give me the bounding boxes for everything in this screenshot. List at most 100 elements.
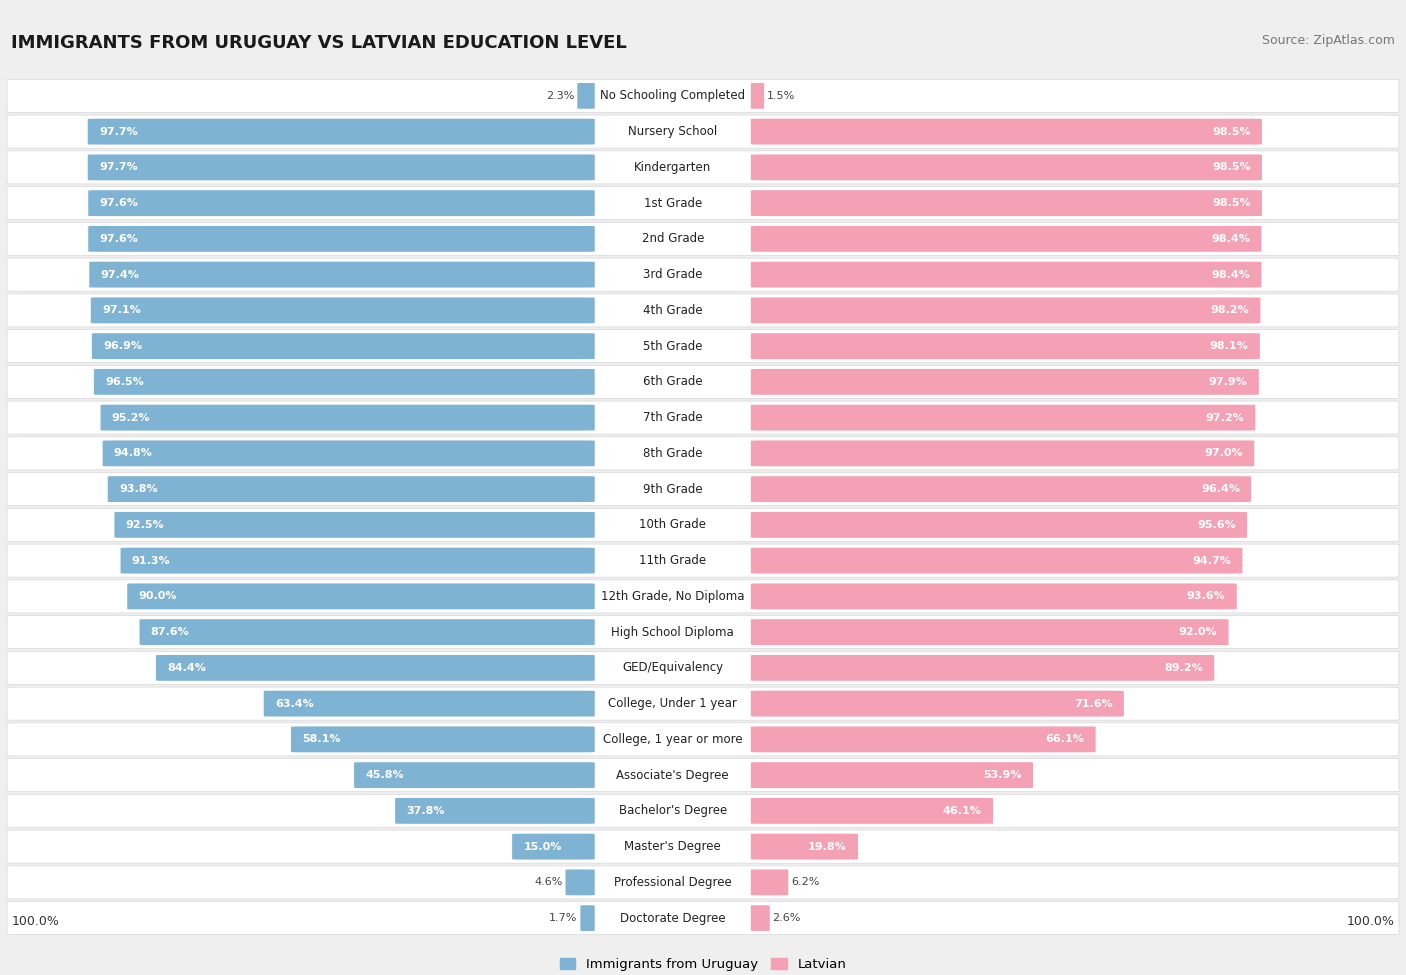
FancyBboxPatch shape [751, 655, 1215, 681]
Text: 91.3%: 91.3% [132, 556, 170, 566]
FancyBboxPatch shape [87, 154, 595, 180]
Text: 89.2%: 89.2% [1164, 663, 1204, 673]
FancyBboxPatch shape [581, 905, 595, 931]
Text: College, 1 year or more: College, 1 year or more [603, 733, 742, 746]
Text: 95.2%: 95.2% [112, 412, 150, 422]
Text: 95.6%: 95.6% [1197, 520, 1236, 529]
Text: 84.4%: 84.4% [167, 663, 207, 673]
FancyBboxPatch shape [751, 261, 1261, 288]
Text: 37.8%: 37.8% [406, 806, 444, 816]
Legend: Immigrants from Uruguay, Latvian: Immigrants from Uruguay, Latvian [554, 953, 852, 975]
FancyBboxPatch shape [751, 119, 1263, 144]
FancyBboxPatch shape [751, 405, 1256, 431]
Text: 98.1%: 98.1% [1211, 341, 1249, 351]
FancyBboxPatch shape [7, 473, 1399, 506]
FancyBboxPatch shape [127, 583, 595, 609]
FancyBboxPatch shape [7, 258, 1399, 292]
Text: 96.4%: 96.4% [1201, 485, 1240, 494]
Text: 2.6%: 2.6% [772, 914, 801, 923]
FancyBboxPatch shape [103, 441, 595, 466]
FancyBboxPatch shape [7, 830, 1399, 863]
Text: 46.1%: 46.1% [943, 806, 981, 816]
Text: 12th Grade, No Diploma: 12th Grade, No Diploma [600, 590, 745, 603]
Text: 7th Grade: 7th Grade [643, 411, 703, 424]
FancyBboxPatch shape [7, 330, 1399, 363]
FancyBboxPatch shape [751, 619, 1229, 645]
Text: 97.4%: 97.4% [100, 270, 139, 280]
Text: 6th Grade: 6th Grade [643, 375, 703, 388]
FancyBboxPatch shape [108, 476, 595, 502]
FancyBboxPatch shape [751, 798, 993, 824]
FancyBboxPatch shape [139, 619, 595, 645]
Text: 97.2%: 97.2% [1205, 412, 1244, 422]
FancyBboxPatch shape [751, 83, 763, 109]
Text: 94.7%: 94.7% [1192, 556, 1232, 566]
FancyBboxPatch shape [264, 690, 595, 717]
FancyBboxPatch shape [89, 226, 595, 252]
Text: Doctorate Degree: Doctorate Degree [620, 912, 725, 924]
FancyBboxPatch shape [7, 615, 1399, 648]
FancyBboxPatch shape [565, 870, 595, 895]
Text: 98.5%: 98.5% [1212, 198, 1251, 208]
FancyBboxPatch shape [751, 583, 1237, 609]
FancyBboxPatch shape [101, 405, 595, 431]
Text: 3rd Grade: 3rd Grade [643, 268, 703, 281]
Text: 97.6%: 97.6% [100, 198, 138, 208]
FancyBboxPatch shape [91, 333, 595, 359]
Text: 15.0%: 15.0% [523, 841, 562, 851]
Text: 1st Grade: 1st Grade [644, 197, 702, 210]
FancyBboxPatch shape [7, 186, 1399, 219]
Text: 96.9%: 96.9% [103, 341, 142, 351]
FancyBboxPatch shape [156, 655, 595, 681]
Text: 98.5%: 98.5% [1212, 127, 1251, 136]
Text: 1.7%: 1.7% [550, 914, 578, 923]
Text: 98.4%: 98.4% [1212, 270, 1250, 280]
Text: No Schooling Completed: No Schooling Completed [600, 90, 745, 102]
Text: Master's Degree: Master's Degree [624, 840, 721, 853]
FancyBboxPatch shape [7, 795, 1399, 828]
Text: 66.1%: 66.1% [1046, 734, 1084, 744]
Text: 4th Grade: 4th Grade [643, 304, 703, 317]
FancyBboxPatch shape [7, 401, 1399, 434]
Text: 87.6%: 87.6% [150, 627, 190, 637]
Text: 63.4%: 63.4% [276, 699, 314, 709]
Text: 90.0%: 90.0% [138, 592, 177, 602]
Text: 97.6%: 97.6% [100, 234, 138, 244]
FancyBboxPatch shape [751, 369, 1258, 395]
Text: 4.6%: 4.6% [534, 878, 562, 887]
Text: 58.1%: 58.1% [302, 734, 340, 744]
Text: 97.0%: 97.0% [1205, 448, 1243, 458]
FancyBboxPatch shape [7, 687, 1399, 721]
Text: IMMIGRANTS FROM URUGUAY VS LATVIAN EDUCATION LEVEL: IMMIGRANTS FROM URUGUAY VS LATVIAN EDUCA… [11, 34, 627, 52]
Text: Associate's Degree: Associate's Degree [616, 768, 730, 782]
Text: 93.8%: 93.8% [120, 485, 157, 494]
Text: Nursery School: Nursery School [628, 125, 717, 138]
Text: Professional Degree: Professional Degree [614, 876, 731, 889]
FancyBboxPatch shape [7, 366, 1399, 399]
Text: GED/Equivalency: GED/Equivalency [623, 661, 723, 675]
FancyBboxPatch shape [512, 834, 595, 860]
FancyBboxPatch shape [7, 902, 1399, 935]
FancyBboxPatch shape [7, 79, 1399, 112]
Text: 92.5%: 92.5% [125, 520, 165, 529]
FancyBboxPatch shape [291, 726, 595, 753]
Text: 97.1%: 97.1% [103, 305, 141, 315]
Text: 53.9%: 53.9% [983, 770, 1022, 780]
FancyBboxPatch shape [395, 798, 595, 824]
FancyBboxPatch shape [7, 759, 1399, 792]
Text: 10th Grade: 10th Grade [640, 519, 706, 531]
FancyBboxPatch shape [89, 190, 595, 216]
FancyBboxPatch shape [751, 690, 1123, 717]
Text: 8th Grade: 8th Grade [643, 447, 703, 460]
FancyBboxPatch shape [751, 441, 1254, 466]
Text: 92.0%: 92.0% [1178, 627, 1218, 637]
FancyBboxPatch shape [751, 512, 1247, 538]
FancyBboxPatch shape [751, 870, 789, 895]
Text: 2.3%: 2.3% [546, 91, 575, 100]
Text: 97.7%: 97.7% [98, 127, 138, 136]
Text: High School Diploma: High School Diploma [612, 626, 734, 639]
Text: 5th Grade: 5th Grade [643, 339, 703, 353]
FancyBboxPatch shape [751, 548, 1243, 573]
FancyBboxPatch shape [751, 333, 1260, 359]
Text: 9th Grade: 9th Grade [643, 483, 703, 495]
